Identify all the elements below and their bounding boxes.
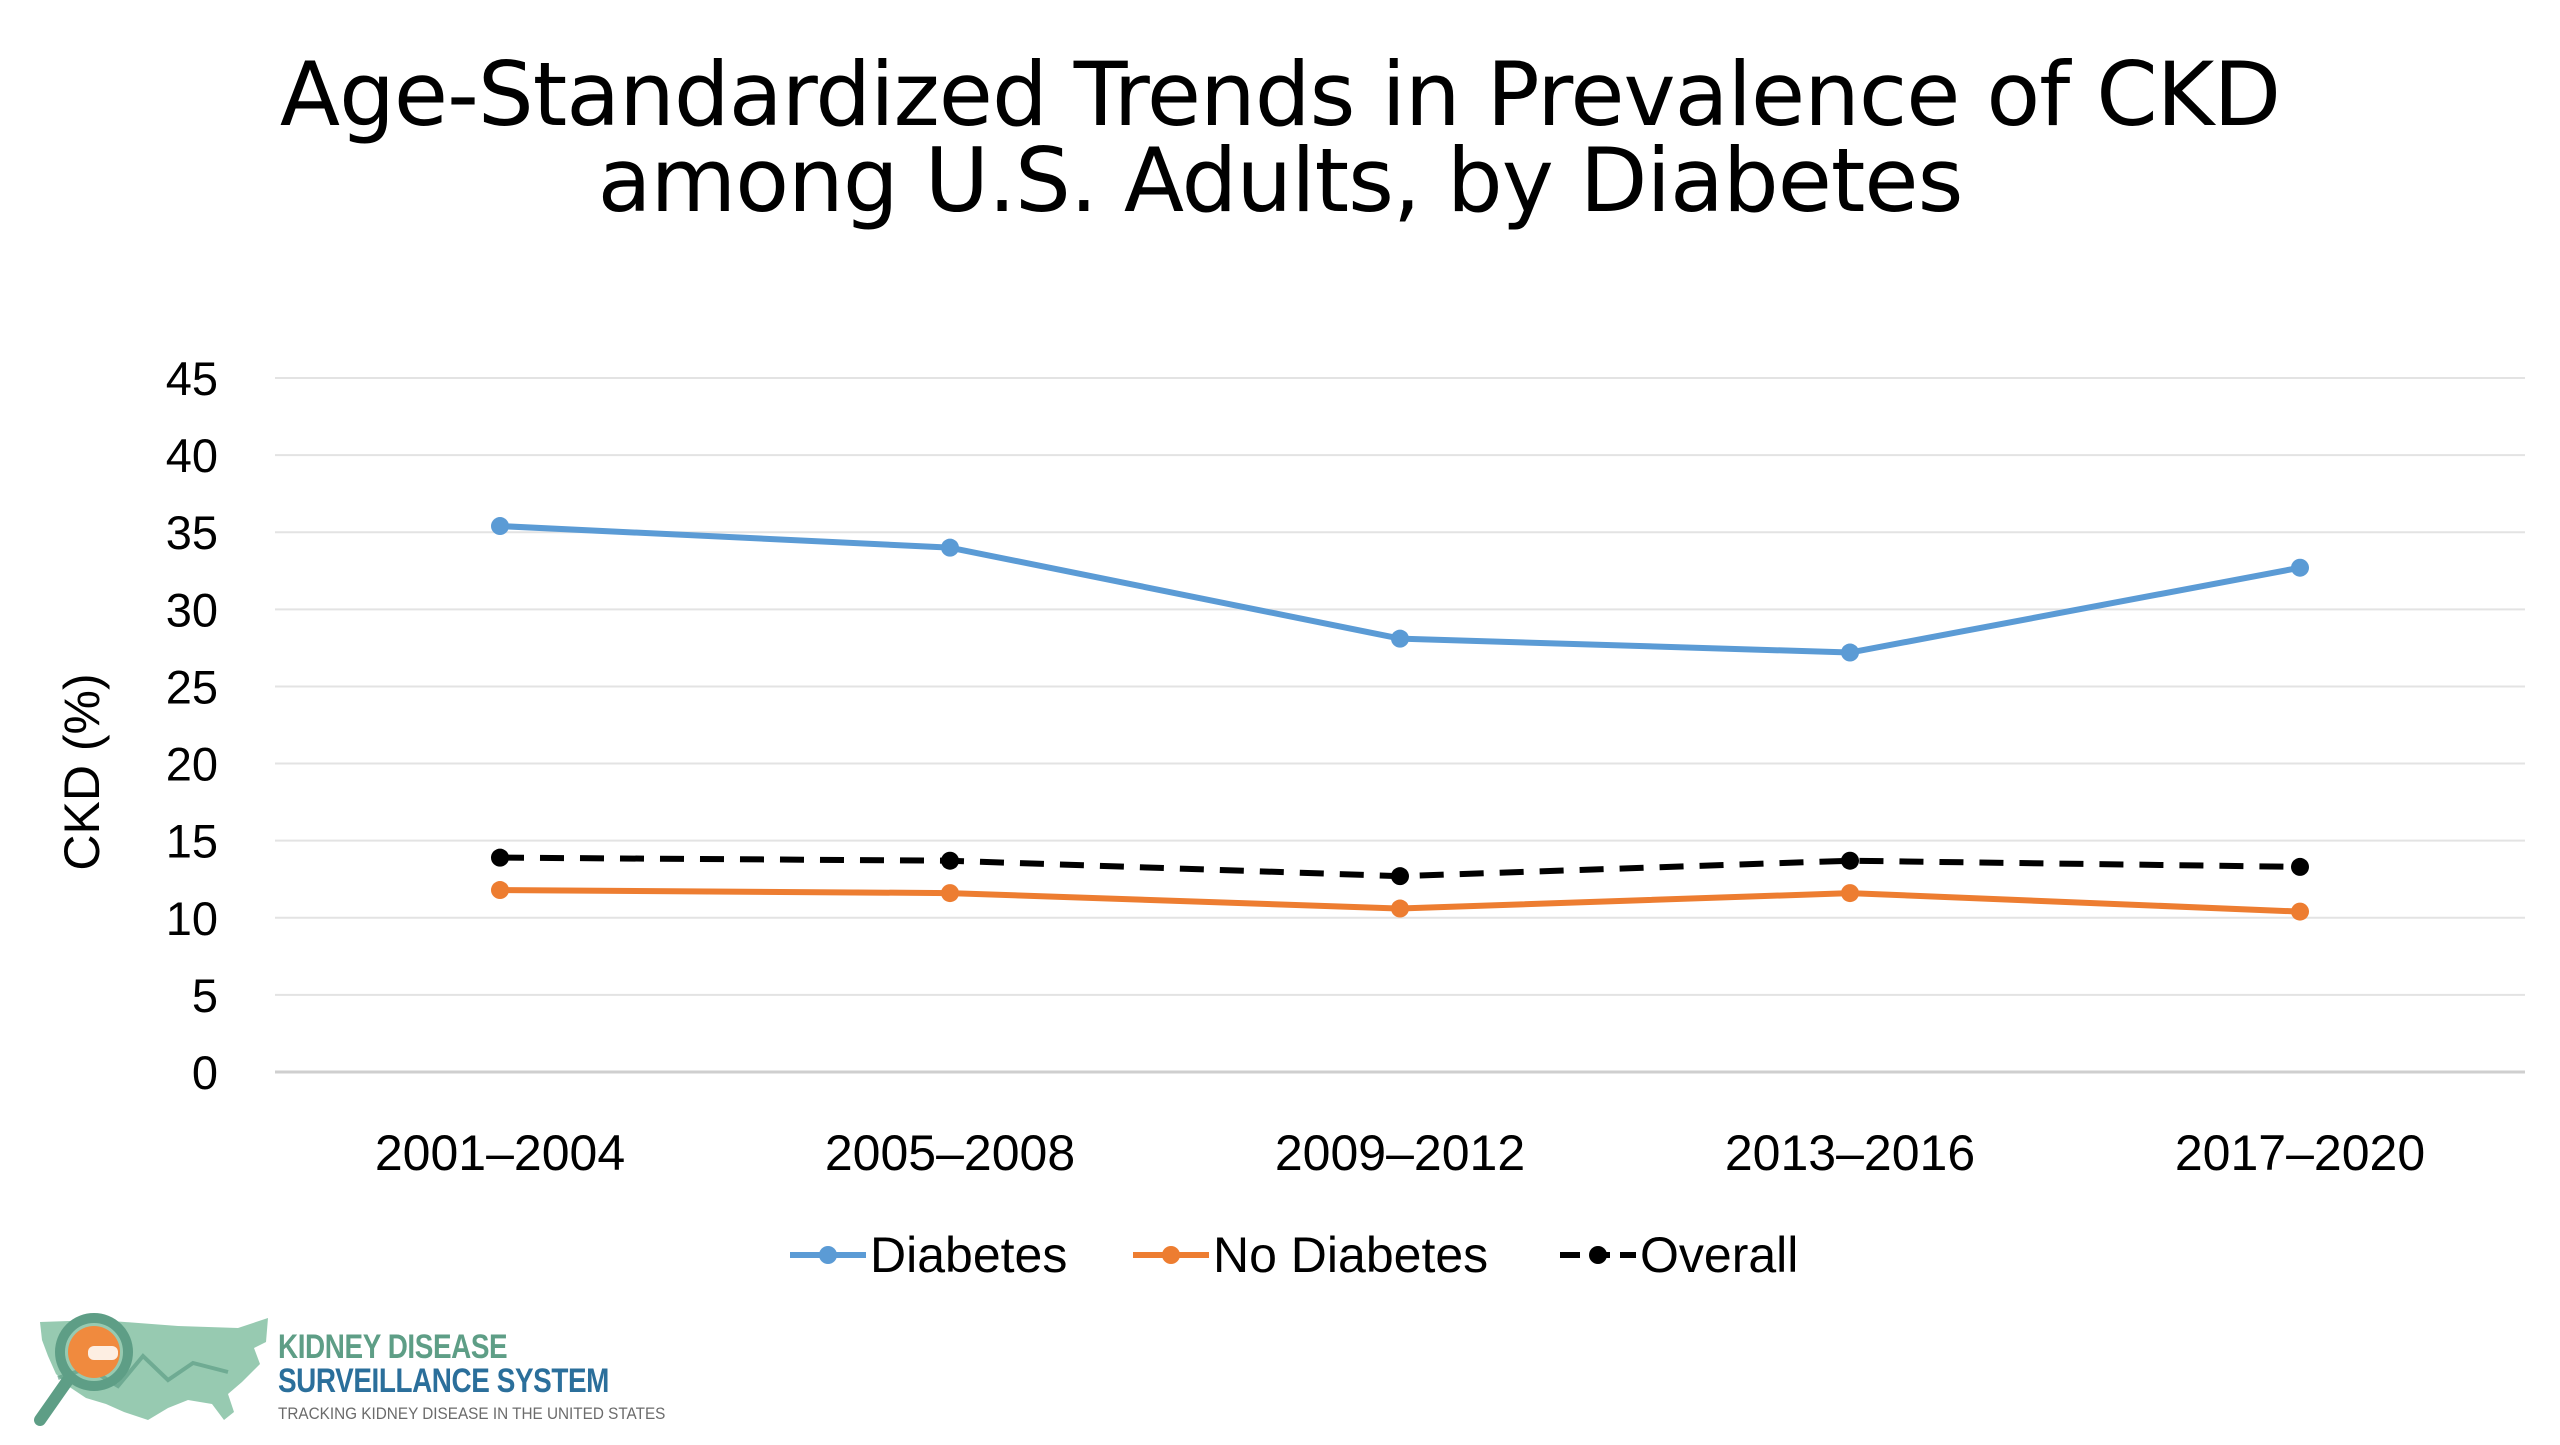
legend-label: Overall (1640, 1227, 1798, 1283)
legend-label: No Diabetes (1213, 1227, 1488, 1283)
legend-item: Diabetes (790, 1227, 1067, 1283)
series-diabetes (491, 517, 2309, 662)
chart-title: Age-Standardized Trends in Prevalence of… (0, 43, 2560, 232)
data-point (1841, 851, 1859, 870)
data-point (941, 884, 959, 903)
data-point (1841, 884, 1859, 903)
x-tick-label: 2017–2020 (2175, 1125, 2425, 1181)
data-point (491, 517, 509, 536)
y-tick-label: 10 (166, 892, 218, 945)
logo-text-line-1: KIDNEY DISEASE (278, 1328, 508, 1366)
chart-title-line-2: among U.S. Adults, by Diabetes (597, 129, 1964, 232)
data-point (1391, 867, 1409, 886)
y-tick-label: 20 (166, 738, 218, 791)
x-tick-label: 2005–2008 (825, 1125, 1075, 1181)
logo-text-line-2: SURVEILLANCE SYSTEM (278, 1362, 609, 1400)
y-tick-label: 45 (166, 352, 218, 405)
data-point (1391, 899, 1409, 918)
x-axis-tick-labels: 2001–2004 2005–2008 2009–2012 2013–2016 2017… (375, 1125, 2425, 1181)
legend-label: Diabetes (870, 1227, 1067, 1283)
y-tick-label: 5 (192, 969, 218, 1022)
data-point (2291, 902, 2309, 921)
x-tick-label: 2001–2004 (375, 1125, 625, 1181)
data-point (941, 851, 959, 870)
y-tick-label: 25 (166, 660, 218, 713)
chart-title-line-1: Age-Standardized Trends in Prevalence of… (279, 43, 2281, 146)
us-map-magnifier-icon (34, 1313, 268, 1426)
gridlines (275, 377, 2525, 1074)
data-point (1841, 643, 1859, 662)
x-tick-label: 2009–2012 (1275, 1125, 1525, 1181)
legend-item: No Diabetes (1133, 1227, 1488, 1283)
y-tick-label: 35 (166, 506, 218, 559)
y-axis-title: CKD (%) (54, 673, 110, 870)
legend: Diabetes No Diabetes Overall (790, 1227, 1798, 1283)
legend-marker (1589, 1246, 1607, 1264)
data-point (2291, 558, 2309, 577)
data-point (1391, 629, 1409, 648)
y-tick-label: 0 (192, 1046, 218, 1099)
series-lines (491, 517, 2309, 921)
data-point (941, 538, 959, 557)
legend-item: Overall (1560, 1227, 1798, 1283)
x-tick-label: 2013–2016 (1725, 1125, 1975, 1181)
series-no-diabetes (491, 881, 2309, 921)
y-tick-label: 15 (166, 815, 218, 868)
legend-marker (819, 1246, 837, 1264)
y-axis-tick-labels: 0 5 10 15 20 25 30 35 40 45 (166, 352, 218, 1099)
data-point (491, 848, 509, 867)
kidney-disease-surveillance-system-logo: KIDNEY DISEASE SURVEILLANCE SYSTEM TRACK… (28, 1308, 748, 1440)
y-tick-label: 40 (166, 429, 218, 482)
data-point (2291, 857, 2309, 876)
series-overall (491, 848, 2309, 886)
y-tick-label: 30 (166, 583, 218, 636)
data-point (491, 881, 509, 900)
logo-tagline: TRACKING KIDNEY DISEASE IN THE UNITED ST… (278, 1404, 666, 1423)
legend-marker (1162, 1246, 1180, 1264)
